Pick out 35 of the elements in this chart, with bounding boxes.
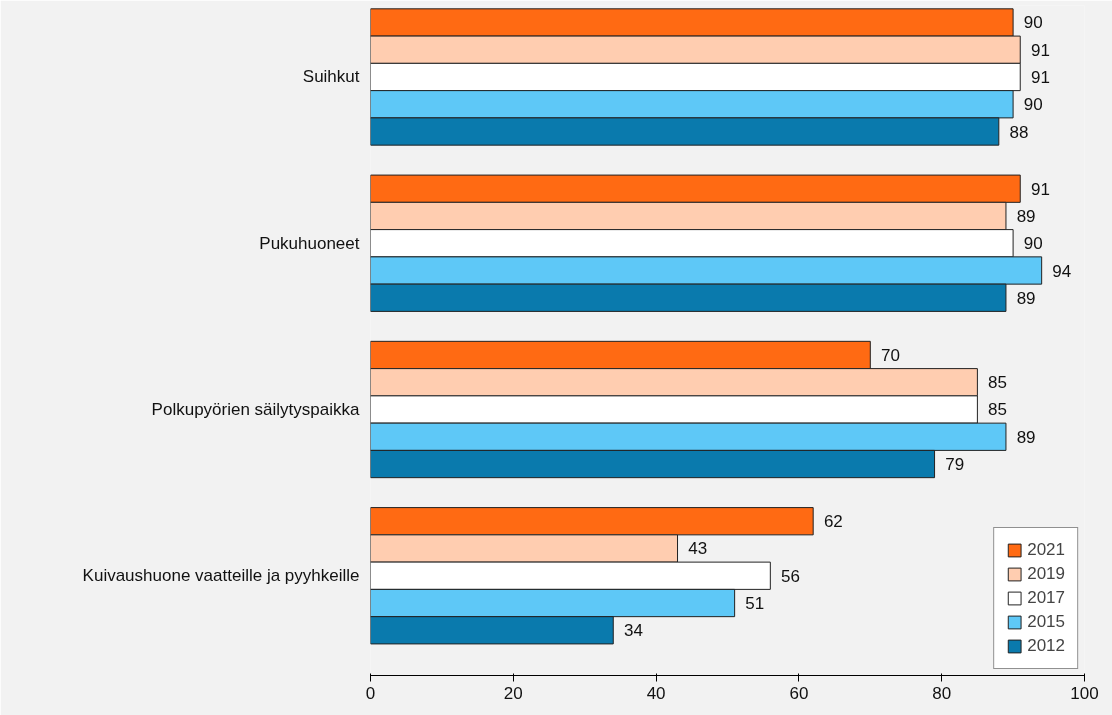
- data-label: 70: [881, 345, 900, 365]
- y-tick-label: Polkupyörien säilytyspaikka: [151, 400, 361, 419]
- data-label: 90: [1023, 234, 1043, 254]
- data-label: 89: [1016, 288, 1036, 308]
- legend-label: 2021: [1027, 540, 1065, 560]
- x-tick-label: 80: [932, 683, 952, 703]
- data-label: 89: [1016, 206, 1036, 226]
- data-label: 51: [745, 594, 765, 614]
- y-tick-label: Suihkut: [302, 67, 360, 87]
- legend-label: 2019: [1027, 564, 1065, 584]
- y-tick-label: Pukuhuoneet: [259, 233, 360, 253]
- legend-label: 2015: [1027, 612, 1065, 632]
- data-label: 85: [988, 400, 1008, 420]
- x-tick-label: 20: [503, 683, 523, 703]
- data-label: 94: [1052, 261, 1072, 281]
- data-label: 88: [1009, 122, 1029, 142]
- y-tick-label: Kuivaushuone vaatteille ja pyyhkeille: [82, 566, 360, 586]
- data-label: 90: [1023, 95, 1043, 115]
- data-label: 91: [1030, 40, 1050, 60]
- x-tick-label: 40: [646, 683, 666, 703]
- data-label: 91: [1030, 67, 1050, 87]
- data-label: 34: [623, 621, 643, 641]
- data-label: 91: [1030, 179, 1050, 199]
- data-label: 90: [1023, 13, 1043, 33]
- data-label: 89: [1016, 427, 1036, 447]
- x-tick-label: 0: [365, 683, 376, 703]
- data-label: 62: [823, 512, 843, 532]
- data-label: 79: [945, 455, 965, 475]
- legend-label: 2017: [1027, 588, 1065, 608]
- data-label: 43: [688, 539, 708, 559]
- legend-label: 2012: [1027, 636, 1065, 656]
- x-tick-label: 100: [1070, 683, 1099, 703]
- x-tick-label: 60: [789, 683, 809, 703]
- data-label: 85: [988, 373, 1008, 393]
- data-label: 56: [781, 566, 800, 586]
